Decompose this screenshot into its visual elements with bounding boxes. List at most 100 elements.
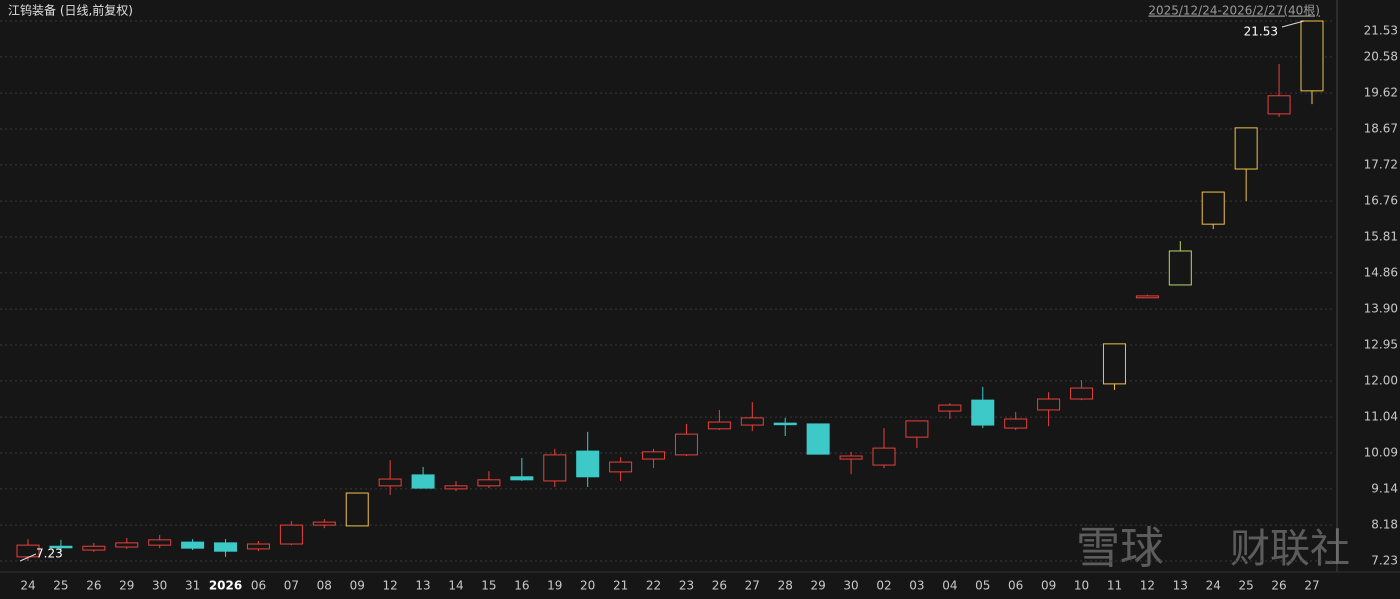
watermark: 财联社 [1230, 526, 1350, 572]
candle-body [905, 420, 929, 438]
candle-body [115, 542, 139, 548]
candle-body [312, 521, 336, 526]
chart-title: 江钨装备 (日线,前复权) [8, 3, 133, 18]
candle-body [1070, 387, 1094, 400]
candle-body [674, 433, 698, 456]
x-tick-label: 30 [843, 579, 858, 593]
x-tick-label: 25 [1239, 579, 1254, 593]
candle-body [1037, 398, 1061, 411]
x-tick-label: 20 [580, 579, 595, 593]
x-tick-label: 26 [712, 579, 727, 593]
x-tick-label: 26 [86, 579, 101, 593]
candle-body [411, 474, 435, 489]
y-tick-label: 13.90 [1364, 302, 1398, 316]
x-tick-label: 29 [119, 579, 134, 593]
x-tick-label: 24 [20, 579, 35, 593]
x-tick-label: 28 [778, 579, 793, 593]
candle-body [642, 451, 666, 460]
candle-body [707, 421, 731, 430]
y-tick-label: 7.23 [1371, 554, 1398, 568]
x-tick-label: 22 [646, 579, 661, 593]
candle-body [1102, 343, 1126, 385]
x-tick-label: 09 [350, 579, 365, 593]
x-tick-label: 23 [679, 579, 694, 593]
candle-body [609, 461, 633, 473]
y-tick-label: 20.58 [1364, 49, 1398, 63]
x-tick-label: 08 [317, 579, 332, 593]
candle-body [444, 485, 468, 490]
y-tick-label: 17.72 [1364, 157, 1398, 171]
y-tick-label: 21.53 [1364, 24, 1398, 38]
x-tick-label: 13 [415, 579, 430, 593]
x-tick-label: 06 [251, 579, 266, 593]
candle-body [1234, 127, 1258, 170]
y-tick-label: 14.86 [1364, 265, 1398, 279]
candle-body [1300, 20, 1324, 92]
max-label: 21.53 [1244, 25, 1278, 39]
x-tick-label: 15 [481, 579, 496, 593]
watermark: 雪球 [1076, 523, 1164, 574]
candle-body [1201, 191, 1225, 225]
x-tick-label: 2026 [209, 579, 242, 593]
x-tick-label: 07 [284, 579, 299, 593]
candle-body [148, 539, 172, 546]
annotation-arrow [19, 553, 37, 562]
range-label: 2025/12/24-2026/2/27(40根) [1148, 4, 1320, 18]
x-tick-label: 26 [1271, 579, 1286, 593]
candle-body [181, 541, 205, 549]
x-tick-label: 09 [1041, 579, 1056, 593]
y-tick-label: 12.95 [1364, 338, 1398, 352]
candle-body [1135, 295, 1159, 299]
x-tick-label: 21 [613, 579, 628, 593]
x-tick-label: 03 [909, 579, 924, 593]
candle-body [510, 476, 534, 481]
candle-body [971, 399, 995, 426]
x-tick-label: 24 [1206, 579, 1221, 593]
candle-body [246, 543, 270, 550]
x-tick-label: 05 [975, 579, 990, 593]
x-tick-label: 16 [514, 579, 529, 593]
candle-body [806, 423, 830, 455]
candle-body [82, 545, 106, 551]
y-tick-label: 10.09 [1364, 446, 1398, 460]
y-tick-label: 8.18 [1371, 518, 1398, 532]
x-tick-label: 02 [876, 579, 891, 593]
candle-body [839, 455, 863, 460]
y-tick-label: 19.62 [1364, 86, 1398, 100]
candle-body [1168, 250, 1192, 286]
x-tick-label: 29 [811, 579, 826, 593]
candle-body [214, 542, 238, 552]
x-tick-label: 06 [1008, 579, 1023, 593]
y-tick-label: 15.81 [1364, 230, 1398, 244]
candle-body [477, 479, 501, 487]
candle-body [345, 492, 369, 527]
x-tick-label: 31 [185, 579, 200, 593]
candle-body [773, 422, 797, 426]
x-tick-label: 25 [53, 579, 68, 593]
min-label: 7.23 [36, 547, 63, 561]
x-tick-label: 30 [152, 579, 167, 593]
y-tick-label: 18.67 [1364, 122, 1398, 136]
x-tick-label: 11 [1107, 579, 1122, 593]
candle-body [1004, 418, 1028, 429]
x-tick-label: 14 [448, 579, 463, 593]
candle-body [279, 524, 303, 545]
candle-body [543, 454, 567, 482]
x-tick-label: 12 [1140, 579, 1155, 593]
candle-body [378, 478, 402, 487]
y-tick-label: 16.76 [1364, 194, 1398, 208]
x-tick-label: 19 [547, 579, 562, 593]
candle-body [872, 447, 896, 466]
candle-body [576, 450, 600, 478]
x-tick-label: 10 [1074, 579, 1089, 593]
candle-body [49, 545, 73, 549]
candle-body [740, 417, 764, 426]
y-tick-label: 11.04 [1364, 410, 1398, 424]
candle-body [1267, 95, 1291, 115]
y-tick-label: 9.14 [1371, 481, 1398, 495]
annotation-arrow [1281, 20, 1305, 28]
x-tick-label: 27 [1304, 579, 1319, 593]
candle-body [938, 404, 962, 412]
